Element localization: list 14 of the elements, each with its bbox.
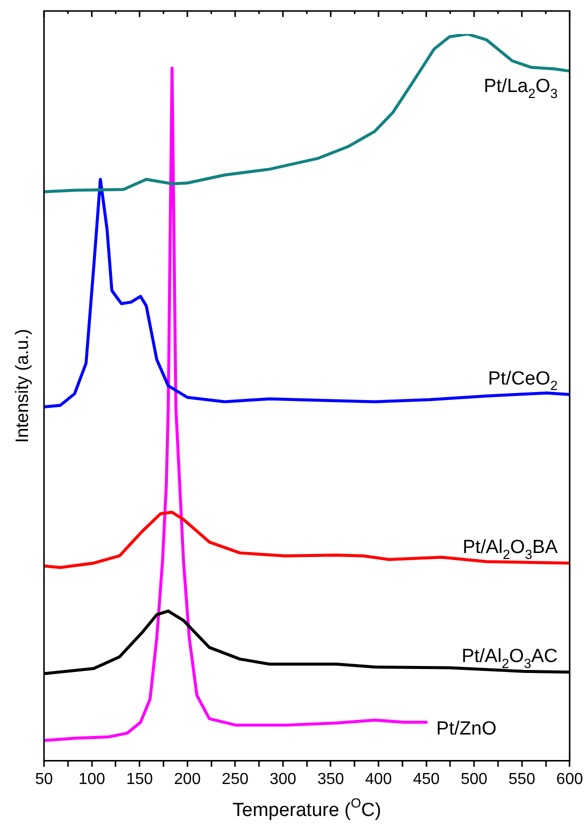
x-tick-label: 500	[460, 770, 488, 788]
x-tick-label: 450	[412, 770, 440, 788]
x-tick-label: 300	[270, 770, 296, 788]
y-axis-title: Intensity (a.u.)	[12, 328, 32, 443]
x-tick-label: 600	[556, 770, 584, 788]
x-tick-label: 400	[365, 770, 392, 788]
x-tick-label: 350	[317, 770, 344, 788]
x-tick-label: 50	[35, 770, 53, 788]
x-tick-label: 550	[508, 770, 536, 788]
x-tick-label: 100	[78, 770, 106, 788]
series-label: Pt/ZnO	[436, 718, 496, 740]
x-tick-label: 200	[174, 770, 201, 788]
x-tick-label: 250	[222, 770, 249, 788]
x-tick-label: 150	[126, 770, 154, 788]
